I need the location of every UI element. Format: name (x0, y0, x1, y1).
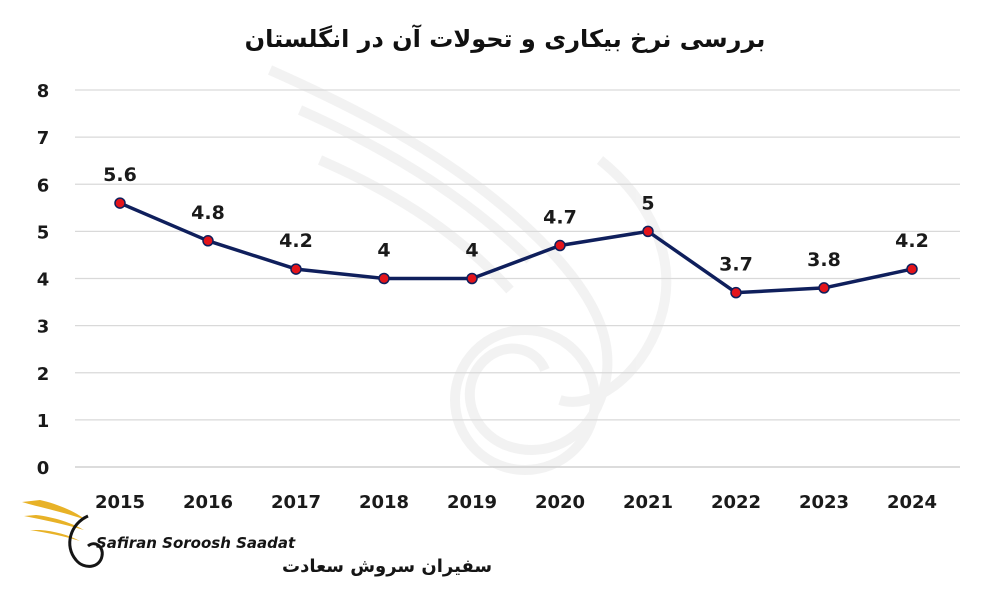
data-label: 4 (377, 240, 390, 262)
y-tick-label: 4 (37, 270, 50, 291)
x-tick-label: 2019 (447, 492, 497, 513)
series-unemployment (119, 201, 913, 295)
bird-wing-icon (22, 500, 104, 568)
x-tick-label: 2016 (183, 492, 233, 513)
data-label: 5.6 (103, 164, 137, 186)
logo-name-english: Safiran Soroosh Saadat (96, 534, 296, 552)
y-tick-label: 1 (37, 411, 50, 432)
y-axis-ticks: 0 1 2 3 4 5 6 7 8 (37, 81, 50, 479)
x-tick-label: 2018 (359, 492, 409, 513)
data-point (202, 235, 214, 247)
y-tick-label: 8 (37, 81, 50, 102)
data-point (378, 272, 390, 285)
x-tick-label: 2021 (623, 492, 673, 513)
series-markers (114, 197, 918, 299)
data-label: 4.2 (895, 230, 929, 252)
data-label: 4.8 (191, 202, 225, 224)
watermark-wing-icon (267, 65, 672, 475)
data-label: 4.7 (543, 207, 577, 229)
data-label: 4.2 (279, 230, 313, 252)
data-label: 4 (465, 240, 478, 262)
y-tick-label: 6 (37, 175, 50, 196)
data-point (906, 263, 918, 275)
data-labels: 5.6 4.8 4.2 4 4 4.7 5 3.7 3.8 4.2 (103, 164, 929, 276)
company-logo: Safiran Soroosh Saadat سفیران سروش سعادت (22, 500, 492, 577)
y-tick-label: 0 (37, 458, 50, 479)
y-tick-label: 2 (37, 364, 50, 385)
y-tick-label: 3 (37, 317, 50, 338)
data-label: 3.7 (719, 254, 753, 276)
y-tick-label: 7 (37, 128, 50, 149)
data-point (466, 272, 478, 285)
x-tick-label: 2024 (887, 492, 937, 513)
data-point (642, 225, 654, 238)
x-tick-label: 2015 (95, 492, 145, 513)
data-point (730, 286, 742, 299)
x-tick-label: 2020 (535, 492, 585, 513)
data-point (290, 263, 302, 275)
logo-name-persian: سفیران سروش سعادت (282, 556, 492, 577)
x-tick-label: 2022 (711, 492, 761, 513)
y-tick-label: 5 (37, 222, 50, 243)
data-label: 3.8 (807, 249, 841, 271)
data-point (554, 239, 566, 252)
x-axis-ticks: 2015 2016 2017 2018 2019 2020 2021 2022 2023 2024 (95, 492, 937, 513)
gridlines (75, 89, 960, 468)
data-point (818, 282, 830, 294)
data-point (114, 197, 126, 209)
x-tick-label: 2023 (799, 492, 849, 513)
chart-title: بررسی نرخ بیکاری و تحولات آن در انگلستان (245, 24, 766, 53)
x-tick-label: 2017 (271, 492, 321, 513)
data-label: 5 (641, 192, 654, 214)
series-line (119, 201, 913, 295)
